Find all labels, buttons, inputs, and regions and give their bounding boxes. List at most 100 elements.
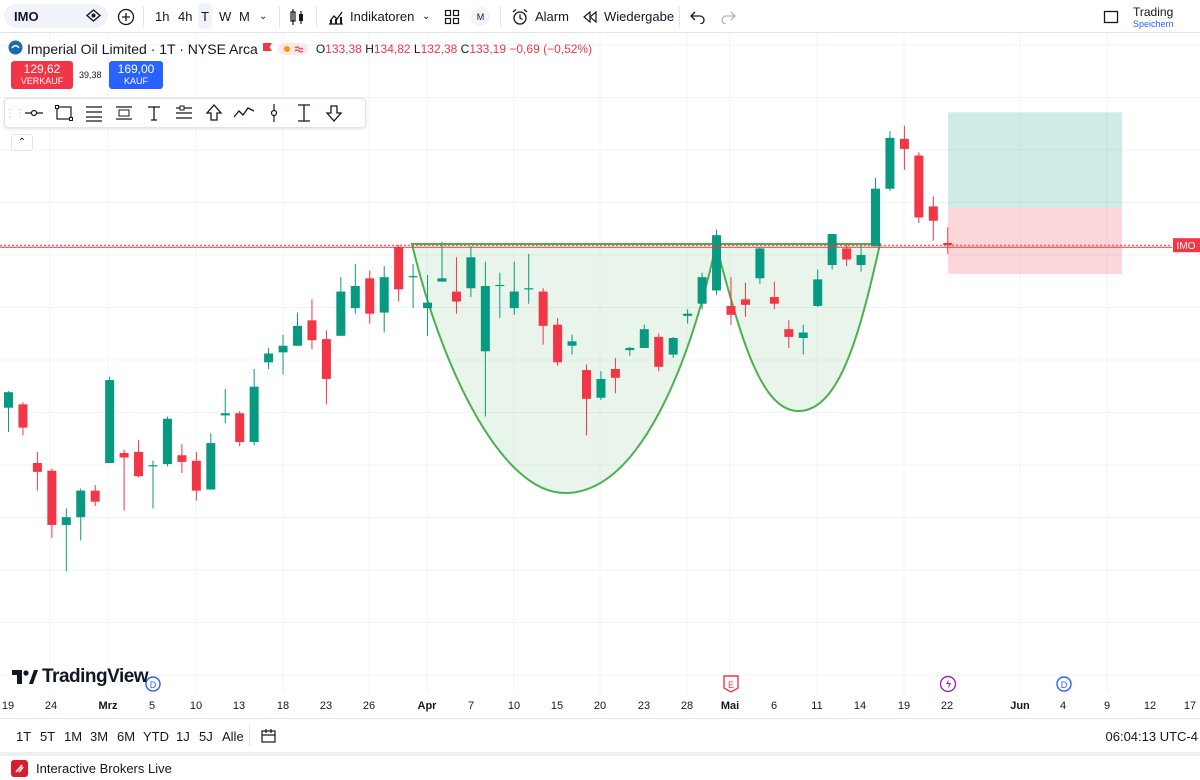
range-1m[interactable]: 1M bbox=[64, 729, 83, 744]
candle-body[interactable] bbox=[76, 490, 86, 518]
arrow-up-tool-icon[interactable] bbox=[199, 99, 229, 127]
price-range-tool-icon[interactable] bbox=[109, 99, 139, 127]
undo-icon[interactable] bbox=[690, 0, 706, 33]
vertical-line-tool-icon[interactable] bbox=[259, 99, 289, 127]
price-tag[interactable] bbox=[1173, 238, 1200, 253]
market-status-icon[interactable] bbox=[277, 43, 308, 55]
candle-body[interactable] bbox=[726, 305, 736, 315]
candle-body[interactable] bbox=[856, 255, 866, 266]
candle-body[interactable] bbox=[177, 455, 187, 462]
range-1d[interactable]: 1T bbox=[16, 729, 32, 744]
candle-body[interactable] bbox=[755, 248, 765, 279]
stop-zone[interactable] bbox=[948, 208, 1122, 274]
cup-and-handle-pattern[interactable] bbox=[410, 243, 882, 495]
candle-body[interactable] bbox=[625, 347, 635, 351]
candle-body[interactable] bbox=[567, 341, 577, 346]
candle-body[interactable] bbox=[148, 465, 158, 467]
interval-1d[interactable]: T bbox=[198, 3, 212, 29]
candle-body[interactable] bbox=[943, 242, 953, 246]
earnings-marker-icon[interactable] bbox=[723, 675, 739, 693]
candle-body[interactable] bbox=[379, 277, 389, 313]
candle-body[interactable] bbox=[365, 278, 375, 314]
text-tool-icon[interactable] bbox=[139, 99, 169, 127]
interval-m[interactable]: M bbox=[239, 9, 250, 24]
sell-button[interactable]: 129,62 VERKAUF bbox=[11, 61, 73, 89]
interval-w[interactable]: W bbox=[219, 9, 232, 24]
symbol-search[interactable]: IMO bbox=[4, 4, 108, 28]
indicators-button[interactable]: Indikatoren bbox=[327, 0, 414, 33]
measure-tool-icon[interactable] bbox=[289, 99, 319, 127]
candle-body[interactable] bbox=[683, 313, 693, 316]
range-6m[interactable]: 6M bbox=[117, 729, 136, 744]
candle-body[interactable] bbox=[451, 291, 461, 302]
collapse-panel-button[interactable]: ⌃ bbox=[11, 134, 33, 151]
candle-body[interactable] bbox=[842, 248, 852, 260]
candle-body[interactable] bbox=[235, 413, 245, 442]
arrow-down-tool-icon[interactable] bbox=[319, 99, 349, 127]
date-range-icon[interactable] bbox=[260, 727, 278, 750]
range-3m[interactable]: 3M bbox=[90, 729, 109, 744]
rectangle-tool-icon[interactable] bbox=[49, 99, 79, 127]
interval-4h[interactable]: 4h bbox=[178, 9, 193, 24]
candle-body[interactable] bbox=[914, 155, 924, 218]
clock[interactable]: 06:04:13 UTC-4 bbox=[1105, 729, 1199, 744]
candle-body[interactable] bbox=[206, 443, 216, 490]
redo-icon[interactable] bbox=[720, 0, 736, 33]
candle-body[interactable] bbox=[32, 462, 42, 472]
candle-body[interactable] bbox=[813, 279, 823, 306]
alert-button[interactable]: Alarm bbox=[511, 0, 569, 33]
candle-body[interactable] bbox=[307, 320, 317, 341]
fullscreen-checkbox-icon[interactable] bbox=[1103, 0, 1119, 33]
candle-body[interactable] bbox=[784, 329, 794, 337]
range-all[interactable]: Alle bbox=[222, 729, 244, 744]
save-layout-button[interactable]: Trading Speichern bbox=[1133, 6, 1174, 30]
candle-body[interactable] bbox=[871, 188, 880, 247]
candle-body[interactable] bbox=[191, 460, 201, 491]
candle-body[interactable] bbox=[928, 206, 938, 221]
long-position-tool-icon[interactable] bbox=[169, 99, 199, 127]
candle-body[interactable] bbox=[162, 418, 172, 465]
chevron-down-icon[interactable]: ⌄ bbox=[259, 11, 268, 22]
tradingview-logo[interactable]: TradingView bbox=[12, 666, 149, 688]
symbol-title[interactable]: Imperial Oil Limited · 1T · NYSE Arca bbox=[27, 41, 258, 57]
candle-body[interactable] bbox=[4, 392, 13, 408]
candle-body[interactable] bbox=[582, 370, 591, 399]
candle-body[interactable] bbox=[423, 302, 433, 309]
candle-body[interactable] bbox=[509, 291, 519, 309]
candle-body[interactable] bbox=[293, 325, 302, 346]
candle-body[interactable] bbox=[538, 291, 548, 326]
candle-body[interactable] bbox=[769, 297, 779, 304]
dividend-marker-icon[interactable] bbox=[145, 676, 161, 692]
candle-body[interactable] bbox=[610, 368, 620, 378]
candle-body[interactable] bbox=[495, 284, 505, 287]
interval-1h[interactable]: 1h bbox=[155, 9, 170, 24]
candle-body[interactable] bbox=[394, 247, 404, 290]
candle-body[interactable] bbox=[90, 490, 100, 502]
candle-body[interactable] bbox=[47, 470, 57, 525]
candle-body[interactable] bbox=[264, 353, 274, 363]
range-5y[interactable]: 5J bbox=[199, 729, 213, 744]
range-1y[interactable]: 1J bbox=[176, 729, 190, 744]
broker-panel[interactable]: Interactive Brokers Live bbox=[0, 752, 1200, 780]
candle-body[interactable] bbox=[321, 339, 331, 379]
candle-body[interactable] bbox=[899, 138, 909, 149]
candle-body[interactable] bbox=[278, 345, 288, 353]
candle-body[interactable] bbox=[553, 324, 563, 363]
candle-body[interactable] bbox=[437, 278, 447, 282]
fib-retracement-tool-icon[interactable] bbox=[79, 99, 109, 127]
candle-body[interactable] bbox=[350, 286, 360, 309]
dividend-marker-icon[interactable] bbox=[1056, 676, 1072, 692]
candle-body[interactable] bbox=[885, 137, 895, 189]
candle-body[interactable] bbox=[480, 286, 490, 352]
candle-body[interactable] bbox=[119, 453, 129, 458]
candles-chart-type-icon[interactable] bbox=[289, 0, 305, 33]
candle-body[interactable] bbox=[654, 336, 664, 367]
range-ytd[interactable]: YTD bbox=[143, 729, 169, 744]
candle-body[interactable] bbox=[827, 234, 837, 266]
candle-body[interactable] bbox=[798, 332, 808, 339]
layout-grid-icon[interactable] bbox=[444, 0, 460, 33]
candle-body[interactable] bbox=[466, 257, 476, 289]
range-5d[interactable]: 5T bbox=[40, 729, 56, 744]
candle-body[interactable] bbox=[18, 404, 28, 428]
candle-body[interactable] bbox=[105, 380, 115, 463]
